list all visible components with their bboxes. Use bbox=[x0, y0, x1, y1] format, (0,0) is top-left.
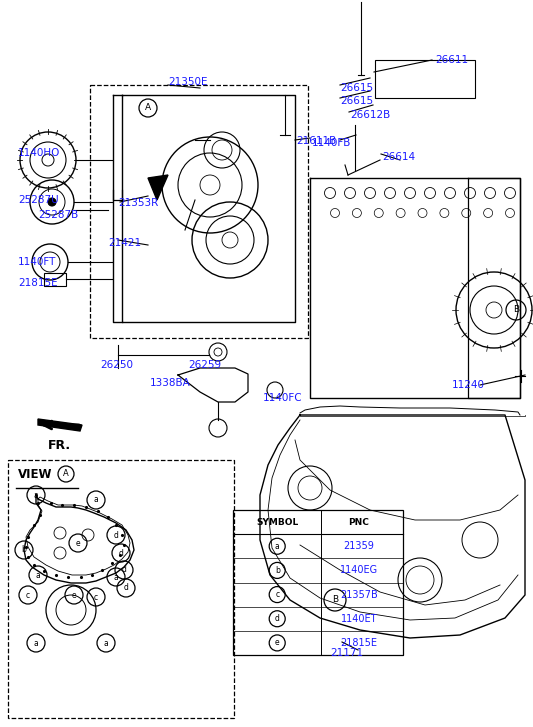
Text: 21611B: 21611B bbox=[296, 136, 336, 146]
Text: d: d bbox=[275, 614, 280, 623]
Text: a: a bbox=[34, 491, 38, 499]
Bar bbox=[44, 273, 66, 286]
Text: 21359: 21359 bbox=[343, 541, 374, 551]
Text: e: e bbox=[275, 638, 279, 648]
Bar bbox=[90, 85, 308, 338]
Circle shape bbox=[48, 198, 56, 206]
Text: a: a bbox=[103, 638, 108, 648]
Text: d: d bbox=[118, 548, 124, 558]
Text: 21171: 21171 bbox=[330, 648, 363, 658]
Text: 1140FT: 1140FT bbox=[18, 257, 56, 267]
Text: 26250: 26250 bbox=[100, 360, 133, 370]
Bar bbox=[233, 510, 403, 655]
Text: a: a bbox=[114, 572, 118, 582]
Text: 21353R: 21353R bbox=[118, 198, 158, 208]
Text: B: B bbox=[332, 595, 338, 604]
Text: d: d bbox=[124, 584, 128, 593]
Text: 21815E: 21815E bbox=[340, 638, 377, 648]
Bar bbox=[375, 60, 475, 98]
Text: 26614: 26614 bbox=[382, 152, 415, 162]
Text: 25287U: 25287U bbox=[18, 195, 59, 205]
Text: A: A bbox=[145, 103, 151, 113]
Text: b: b bbox=[21, 545, 27, 555]
Text: A: A bbox=[63, 470, 69, 478]
Text: 21421: 21421 bbox=[108, 238, 141, 248]
Text: c: c bbox=[26, 590, 30, 600]
Text: 1140EG: 1140EG bbox=[340, 566, 378, 575]
Text: 26611: 26611 bbox=[435, 55, 468, 65]
Text: e: e bbox=[71, 590, 76, 600]
Text: VIEW: VIEW bbox=[18, 468, 52, 481]
Text: 21815E: 21815E bbox=[18, 278, 58, 288]
Text: 1140FC: 1140FC bbox=[263, 393, 303, 403]
Text: 26615: 26615 bbox=[340, 96, 373, 106]
Text: 26259: 26259 bbox=[188, 360, 221, 370]
Text: c: c bbox=[275, 590, 279, 599]
Text: e: e bbox=[76, 539, 80, 547]
Text: 26612B: 26612B bbox=[350, 110, 390, 120]
Text: 11240: 11240 bbox=[452, 380, 485, 390]
Text: FR.: FR. bbox=[48, 439, 71, 452]
Text: 25287B: 25287B bbox=[38, 210, 78, 220]
Text: a: a bbox=[36, 571, 41, 579]
Text: a: a bbox=[34, 638, 38, 648]
Text: d: d bbox=[122, 566, 126, 574]
Text: 1140FB: 1140FB bbox=[312, 138, 351, 148]
Text: d: d bbox=[114, 531, 118, 539]
Text: 1140HO: 1140HO bbox=[18, 148, 60, 158]
Text: c: c bbox=[94, 593, 98, 601]
Bar bbox=[8, 460, 234, 718]
Text: b: b bbox=[275, 566, 280, 575]
Text: PNC: PNC bbox=[349, 518, 369, 526]
Text: 26615: 26615 bbox=[340, 83, 373, 93]
Text: 21350E: 21350E bbox=[168, 77, 207, 87]
Polygon shape bbox=[38, 419, 82, 431]
Text: B: B bbox=[513, 305, 519, 315]
Polygon shape bbox=[148, 175, 168, 200]
Text: 1338BA: 1338BA bbox=[150, 378, 191, 388]
Text: a: a bbox=[275, 542, 280, 551]
Text: 1140ET: 1140ET bbox=[341, 614, 377, 624]
Text: SYMBOL: SYMBOL bbox=[256, 518, 298, 526]
Text: 21357B: 21357B bbox=[340, 590, 378, 600]
Text: a: a bbox=[94, 496, 99, 505]
